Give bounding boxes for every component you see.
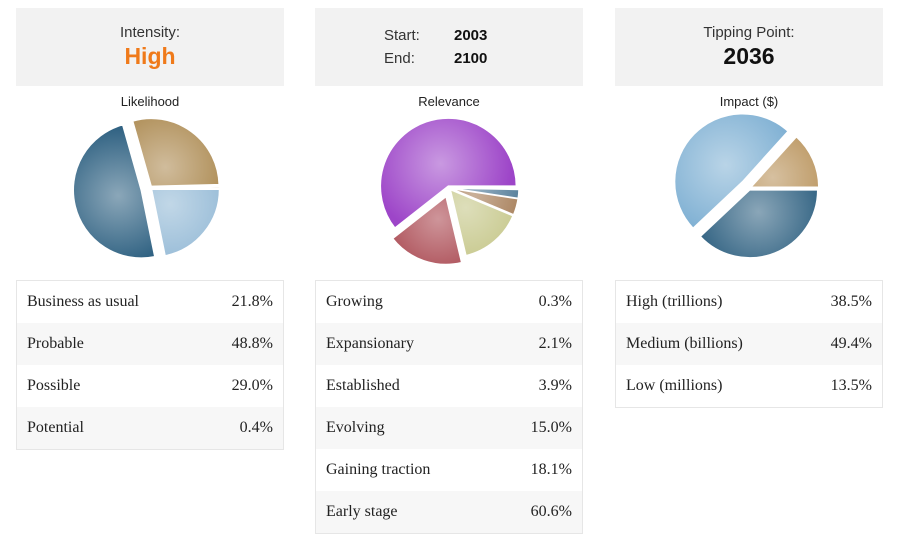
pie-slice-possible[interactable]: [131, 117, 220, 188]
tipping-point-label: Tipping Point:: [703, 24, 795, 41]
table-row: Gaining traction 18.1%: [316, 449, 582, 491]
row-label: Medium (billions): [626, 335, 743, 352]
start-value: 2003: [454, 27, 488, 44]
row-value: 21.8%: [231, 293, 273, 310]
table-row: Low (millions) 13.5%: [616, 365, 882, 407]
intensity-value: High: [124, 43, 176, 69]
row-value: 13.5%: [830, 377, 872, 394]
table-row: Possible 29.0%: [17, 365, 283, 407]
tipping-point-value: 2036: [723, 43, 775, 69]
relevance-chart-title: Relevance: [418, 94, 480, 109]
table-row: Medium (billions) 49.4%: [616, 323, 882, 365]
relevance-pie-chart: [379, 117, 520, 266]
table-row: High (trillions) 38.5%: [616, 281, 882, 323]
row-value: 0.3%: [538, 293, 572, 310]
likelihood-table: Business as usual 21.8% Probable 48.8% Possi…: [16, 280, 284, 450]
end-label: End:: [384, 50, 415, 67]
row-label: Business as usual: [27, 293, 139, 310]
table-row: Growing 0.3%: [316, 281, 582, 323]
row-label: Possible: [27, 377, 81, 394]
likelihood-chart-title: Likelihood: [120, 94, 180, 109]
pie-slice-potential[interactable]: [151, 185, 221, 189]
table-row: Business as usual 21.8%: [17, 281, 283, 323]
row-label: Early stage: [326, 503, 398, 520]
row-value: 15.0%: [530, 419, 572, 436]
pie-slice-high-trillions[interactable]: [699, 189, 819, 259]
row-label: Expansionary: [326, 335, 414, 352]
date-range-header: Start: 2003 End: 2100: [315, 8, 583, 86]
table-row: Evolving 15.0%: [316, 407, 582, 449]
tipping-point-header: Tipping Point: 2036: [615, 8, 883, 86]
row-value: 48.8%: [231, 335, 273, 352]
row-value: 3.9%: [538, 377, 572, 394]
impact-table: High (trillions) 38.5% Medium (billions) 49…: [615, 280, 883, 408]
panel-likelihood: Intensity: High Likelihood: [16, 8, 284, 280]
pie-slice-gaining-traction[interactable]: [391, 195, 463, 266]
start-label: Start:: [384, 27, 420, 44]
pie-slice-business-as-usual[interactable]: [150, 188, 221, 257]
row-label: Growing: [326, 293, 383, 310]
pie-slice-probable[interactable]: [72, 123, 156, 259]
pie-slice-low-millions[interactable]: [749, 135, 820, 188]
panel-impact: Tipping Point: 2036 Impact ($): [615, 8, 883, 280]
row-label: Gaining traction: [326, 461, 431, 478]
impact-pie-chart: [673, 113, 820, 259]
row-value: 0.4%: [239, 419, 273, 436]
row-label: Established: [326, 377, 400, 394]
end-value: 2100: [454, 50, 488, 67]
row-label: Probable: [27, 335, 84, 352]
pie-slice-established[interactable]: [450, 187, 520, 216]
intensity-header: Intensity: High: [16, 8, 284, 86]
intensity-label: Intensity:: [119, 24, 181, 41]
pie-slice-early-stage[interactable]: [379, 117, 518, 230]
row-label: Potential: [27, 419, 84, 436]
pie-slice-evolving[interactable]: [449, 188, 515, 257]
panel-relevance: Start: 2003 End: 2100 Relevance: [315, 8, 583, 280]
row-value: 38.5%: [830, 293, 872, 310]
table-row: Early stage 60.6%: [316, 491, 582, 533]
row-label: Evolving: [326, 419, 385, 436]
likelihood-pie-chart: [72, 117, 221, 259]
row-value: 18.1%: [530, 461, 572, 478]
table-row: Established 3.9%: [316, 365, 582, 407]
table-row: Expansionary 2.1%: [316, 323, 582, 365]
table-row: Potential 0.4%: [17, 407, 283, 449]
row-value: 29.0%: [231, 377, 273, 394]
table-row: Probable 48.8%: [17, 323, 283, 365]
row-value: 2.1%: [538, 335, 572, 352]
row-value: 49.4%: [830, 335, 872, 352]
relevance-table: Growing 0.3% Expansionary 2.1% Established 3.…: [315, 280, 583, 534]
impact-chart-title: Impact ($): [719, 94, 779, 109]
row-label: High (trillions): [626, 293, 723, 310]
pie-slice-medium-billions[interactable]: [673, 113, 790, 230]
row-value: 60.6%: [530, 503, 572, 520]
row-label: Low (millions): [626, 377, 723, 394]
